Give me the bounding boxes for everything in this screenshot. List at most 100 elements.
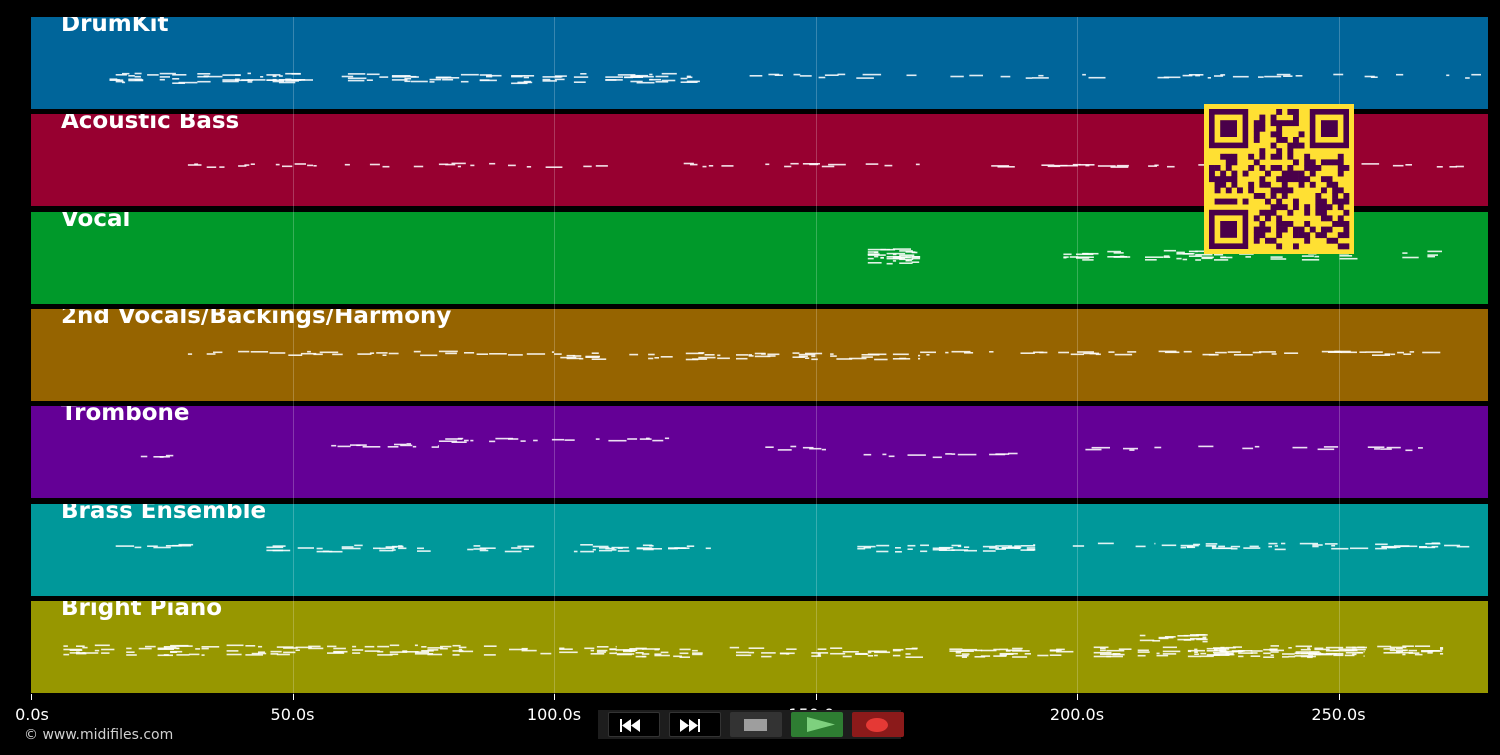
note-mark: [654, 653, 662, 655]
track-2nd-vocals[interactable]: 2nd Vocals/Backings/Harmony: [31, 308, 1488, 401]
note-mark: [779, 652, 787, 654]
note-mark: [377, 653, 393, 656]
track-label: Brass Ensemble: [61, 503, 267, 524]
note-mark: [748, 353, 752, 356]
note-mark: [821, 448, 826, 451]
note-mark: [692, 652, 703, 654]
track-brass-ensemble[interactable]: Brass Ensemble: [31, 503, 1488, 596]
note-mark: [649, 547, 662, 550]
note-mark: [905, 656, 923, 658]
note-mark: [163, 645, 177, 648]
note-mark: [559, 648, 573, 650]
note-mark: [1370, 76, 1378, 78]
track-label: 2nd Vocals/Backings/Harmony: [61, 308, 452, 329]
note-mark: [389, 651, 408, 653]
note-mark: [1020, 352, 1035, 354]
track-trombone[interactable]: Trombone: [31, 406, 1488, 499]
note-mark: [269, 352, 286, 354]
note-mark: [1288, 655, 1296, 658]
track-label: Vocal: [61, 211, 131, 232]
note-mark: [347, 79, 365, 82]
note-mark: [980, 649, 997, 652]
rewind-button[interactable]: [608, 712, 660, 737]
note-mark: [584, 647, 595, 649]
note-mark: [115, 544, 135, 547]
note-mark: [596, 651, 606, 653]
note-mark: [1220, 646, 1225, 649]
note-mark: [1299, 542, 1318, 544]
note-mark: [1076, 255, 1094, 258]
note-mark: [354, 544, 363, 546]
note-mark: [599, 549, 613, 551]
note-mark: [938, 548, 955, 551]
note-mark: [888, 455, 895, 458]
note-mark: [911, 257, 921, 259]
note-mark: [1232, 650, 1242, 653]
note-mark: [1085, 448, 1102, 451]
note-mark: [238, 165, 247, 168]
note-mark: [969, 74, 983, 77]
time-tick-mark: [31, 694, 32, 700]
note-mark: [961, 653, 970, 655]
note-mark: [1363, 650, 1365, 653]
note-mark: [1232, 646, 1242, 648]
track-drumkit[interactable]: DrumKit: [31, 17, 1488, 109]
note-mark: [1233, 353, 1253, 356]
note-mark: [1069, 255, 1079, 258]
note-mark: [1049, 654, 1062, 656]
note-mark: [467, 548, 474, 550]
record-button[interactable]: [852, 712, 904, 737]
note-mark: [1200, 655, 1214, 657]
note-mark: [595, 438, 600, 441]
note-mark: [1213, 646, 1227, 649]
note-mark: [1403, 353, 1412, 355]
note-mark: [830, 355, 837, 357]
note-mark: [995, 544, 1013, 547]
play-button[interactable]: [791, 712, 843, 737]
note-mark: [1359, 351, 1367, 353]
note-mark: [1427, 651, 1433, 654]
note-mark: [886, 248, 891, 251]
note-mark: [736, 357, 748, 360]
note-mark: [1008, 452, 1018, 455]
note-mark: [1312, 543, 1323, 546]
note-mark: [1026, 548, 1036, 550]
note-mark: [708, 165, 714, 167]
note-mark: [272, 78, 277, 81]
note-mark: [1158, 350, 1177, 353]
note-mark: [786, 652, 790, 655]
track-bright-piano[interactable]: Bright Piano: [31, 600, 1488, 693]
note-mark: [1352, 653, 1357, 655]
fast-forward-icon: [680, 719, 700, 732]
note-mark: [1164, 351, 1180, 353]
note-mark: [1033, 543, 1036, 546]
fast-forward-button[interactable]: [669, 712, 721, 737]
note-mark: [1085, 165, 1090, 167]
note-mark: [736, 353, 749, 356]
note-mark: [1162, 652, 1177, 655]
note-mark: [636, 81, 655, 84]
note-mark: [470, 164, 475, 167]
note-mark: [1372, 354, 1391, 356]
note-mark: [704, 353, 715, 356]
note-mark: [508, 353, 523, 356]
play-icon: [807, 717, 835, 732]
note-mark: [905, 652, 911, 655]
note-mark: [592, 548, 596, 550]
note-mark: [817, 648, 827, 650]
note-mark: [1049, 649, 1060, 652]
note-mark: [1314, 255, 1320, 257]
note-mark: [283, 646, 298, 649]
note-mark: [635, 651, 644, 654]
note-mark: [294, 163, 306, 166]
stop-button[interactable]: [730, 712, 782, 737]
note-mark: [673, 655, 682, 657]
note-mark: [617, 549, 630, 552]
note-mark: [1396, 73, 1404, 76]
note-mark: [1180, 546, 1186, 548]
note-mark: [1158, 636, 1174, 639]
note-mark: [950, 75, 964, 78]
note-mark: [792, 356, 805, 358]
note-mark: [1288, 646, 1292, 649]
note-mark: [1139, 634, 1146, 637]
